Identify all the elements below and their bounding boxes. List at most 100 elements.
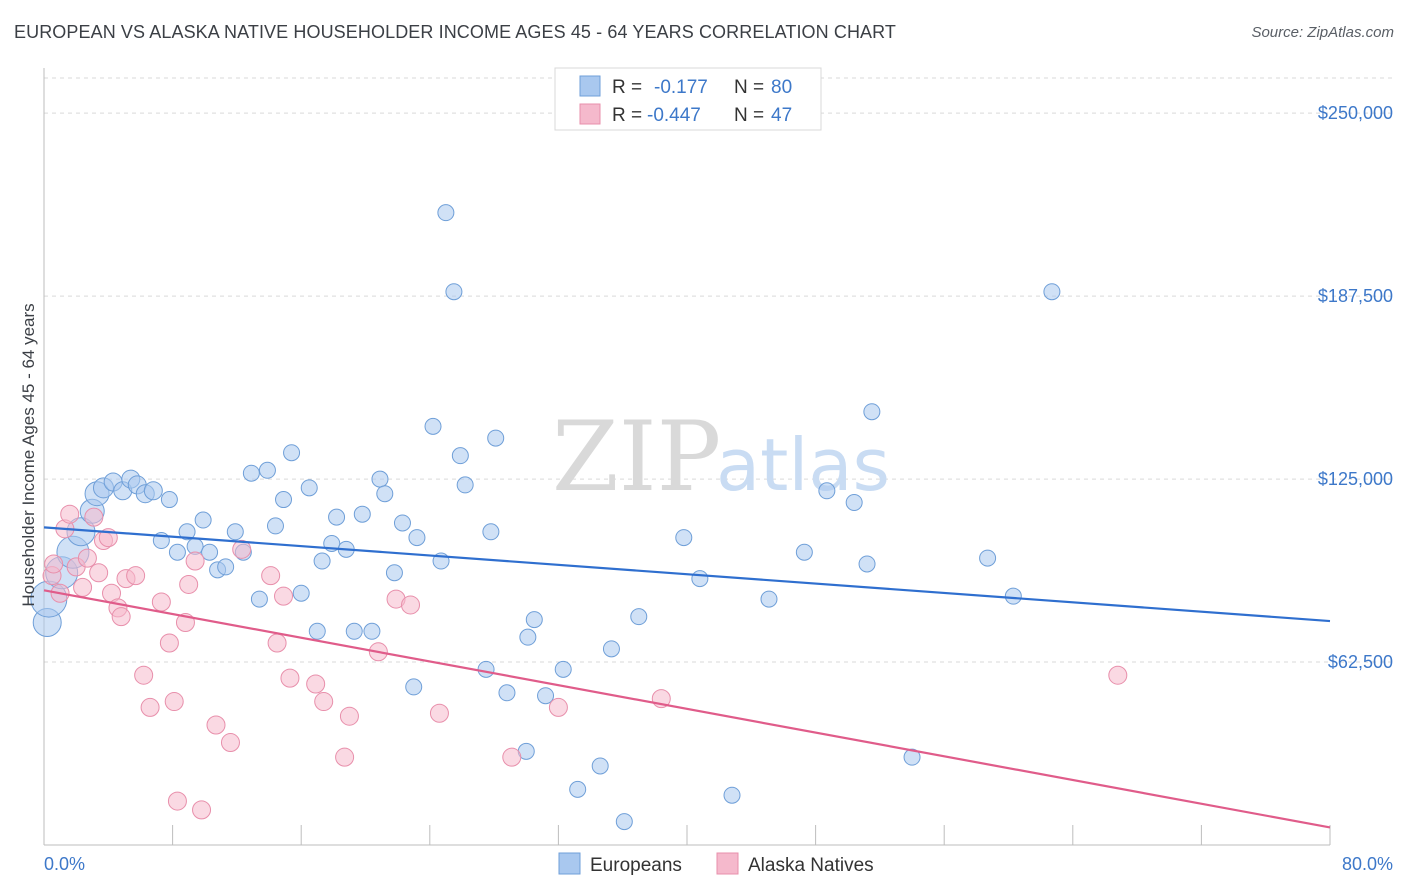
- data-point: [451, 447, 469, 465]
- trend-line-alaska-natives: [43, 589, 1331, 829]
- y-tick-label: $187,500: [1318, 286, 1393, 306]
- series-label-alaska-natives: Alaska Natives: [748, 855, 874, 876]
- legend-r-value-1: -0.177: [654, 77, 708, 98]
- data-point: [760, 590, 778, 608]
- x-tick-label-max: 80.0%: [1342, 854, 1393, 874]
- data-point: [903, 748, 921, 766]
- data-point: [300, 479, 318, 497]
- data-point: [73, 577, 93, 597]
- data-point: [44, 554, 64, 574]
- data-point: [437, 204, 455, 222]
- series-europeans: [30, 204, 1061, 831]
- data-point: [160, 491, 178, 509]
- data-point: [164, 692, 184, 712]
- data-point: [498, 684, 516, 702]
- data-point: [376, 485, 394, 503]
- data-point: [445, 283, 463, 301]
- legend-n-value-2: 47: [771, 105, 792, 126]
- data-point: [111, 607, 131, 627]
- data-point: [275, 491, 293, 509]
- data-point: [274, 586, 294, 606]
- data-point: [328, 508, 346, 526]
- data-point: [179, 574, 199, 594]
- data-point: [818, 482, 836, 500]
- data-point: [60, 504, 80, 524]
- grid-lines: [44, 77, 1395, 663]
- data-point: [858, 555, 876, 573]
- data-point: [519, 628, 537, 646]
- x-tick-labels: 0.0% 80.0%: [44, 854, 1393, 874]
- data-point: [602, 640, 620, 658]
- data-point: [178, 523, 196, 541]
- legend-swatch-alaska-natives: [579, 103, 601, 125]
- data-point: [134, 665, 154, 685]
- data-point: [140, 697, 160, 717]
- watermark-zip: ZIP: [552, 401, 721, 513]
- source-label: Source: ZipAtlas.com: [1251, 24, 1394, 41]
- data-point: [339, 706, 359, 726]
- data-point: [167, 791, 187, 811]
- data-point: [691, 570, 709, 588]
- data-point: [554, 660, 572, 678]
- data-point: [345, 622, 363, 640]
- legend-swatch-europeans: [579, 75, 601, 97]
- data-point: [77, 548, 97, 568]
- series-legend: Europeans Alaska Natives: [558, 852, 874, 876]
- data-point: [537, 687, 555, 705]
- data-point: [548, 697, 568, 717]
- data-point: [84, 507, 104, 527]
- legend-n-value-1: 80: [771, 77, 792, 98]
- data-point: [525, 611, 543, 629]
- data-point: [1043, 283, 1061, 301]
- legend-n-label-2: N =: [734, 105, 764, 126]
- trend-line-europeans: [43, 526, 1331, 623]
- data-point: [232, 539, 252, 559]
- legend-r-label-1: R =: [612, 77, 642, 98]
- data-point: [220, 733, 240, 753]
- data-point: [151, 592, 171, 612]
- legend-r-value-2: -0.447: [647, 105, 701, 126]
- data-point: [591, 757, 609, 775]
- series-swatch-alaska-natives: [716, 852, 739, 875]
- watermark-atlas: atlas: [716, 423, 890, 507]
- data-point: [258, 461, 276, 479]
- data-point: [482, 523, 500, 541]
- data-point: [261, 566, 281, 586]
- data-point: [280, 668, 300, 688]
- data-point: [283, 444, 301, 462]
- data-points: [30, 204, 1128, 831]
- data-point: [845, 493, 863, 511]
- data-point: [143, 481, 163, 501]
- data-point: [242, 464, 260, 482]
- chart-title: EUROPEAN VS ALASKA NATIVE HOUSEHOLDER IN…: [14, 22, 897, 42]
- data-point: [630, 608, 648, 626]
- data-point: [569, 780, 587, 798]
- data-point: [979, 549, 997, 567]
- data-point: [401, 595, 421, 615]
- data-point: [159, 633, 179, 653]
- data-point: [192, 800, 212, 820]
- data-point: [306, 674, 326, 694]
- data-point: [226, 523, 244, 541]
- data-point: [168, 543, 186, 561]
- legend-n-label-1: N =: [734, 77, 764, 98]
- data-point: [1004, 587, 1022, 605]
- data-point: [308, 622, 326, 640]
- data-point: [194, 511, 212, 529]
- data-point: [795, 543, 813, 561]
- data-point: [335, 747, 355, 767]
- data-point: [502, 747, 522, 767]
- data-point: [371, 470, 389, 488]
- data-point: [217, 558, 235, 576]
- data-point: [675, 529, 693, 547]
- data-point: [477, 660, 495, 678]
- data-point: [267, 633, 287, 653]
- data-point: [313, 552, 331, 570]
- data-point: [266, 517, 284, 535]
- data-point: [405, 678, 423, 696]
- data-point: [1108, 665, 1128, 685]
- x-tick-label-min: 0.0%: [44, 854, 85, 874]
- y-tick-label: $125,000: [1318, 469, 1393, 489]
- data-point: [185, 551, 205, 571]
